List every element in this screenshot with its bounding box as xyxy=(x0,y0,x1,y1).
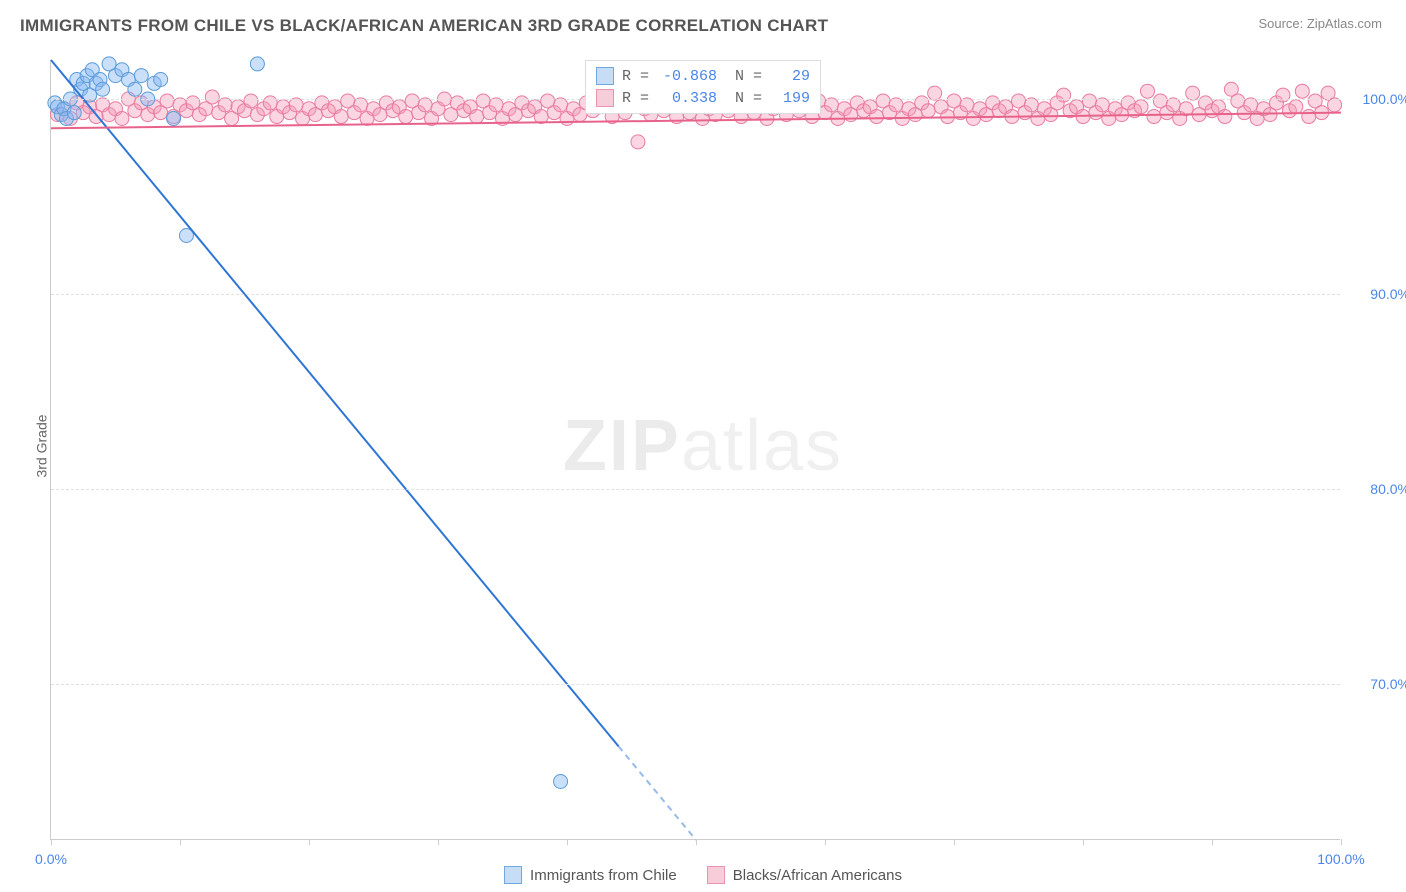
legend-swatch-1b xyxy=(707,866,725,884)
source-prefix: Source: xyxy=(1258,16,1306,31)
y-tick-label: 90.0% xyxy=(1350,286,1406,302)
r-value-1: 0.338 xyxy=(657,90,717,107)
r-label: R = xyxy=(622,90,649,107)
y-tick-label: 80.0% xyxy=(1350,481,1406,497)
legend-swatch-0b xyxy=(504,866,522,884)
legend-label-0: Immigrants from Chile xyxy=(530,867,677,884)
legend-label-1: Blacks/African Americans xyxy=(733,867,902,884)
y-tick-label: 70.0% xyxy=(1350,676,1406,692)
legend-item-0[interactable]: Immigrants from Chile xyxy=(504,866,677,884)
legend-stats-row-1: R = 0.338 N = 199 xyxy=(596,87,810,109)
x-tick-label: 100.0% xyxy=(1317,851,1364,867)
n-value-0: 29 xyxy=(770,68,810,85)
n-value-1: 199 xyxy=(770,90,810,107)
source-attribution: Source: ZipAtlas.com xyxy=(1258,16,1382,31)
chart-title: IMMIGRANTS FROM CHILE VS BLACK/AFRICAN A… xyxy=(20,16,828,36)
legend-swatch-0 xyxy=(596,67,614,85)
legend-swatch-1 xyxy=(596,89,614,107)
x-tick-label: 0.0% xyxy=(35,851,67,867)
source-link[interactable]: ZipAtlas.com xyxy=(1307,16,1382,31)
y-tick-label: 100.0% xyxy=(1350,91,1406,107)
y-axis-label: 3rd Grade xyxy=(34,414,50,477)
legend-stats-row-0: R = -0.868 N = 29 xyxy=(596,65,810,87)
legend-item-1[interactable]: Blacks/African Americans xyxy=(707,866,902,884)
r-value-0: -0.868 xyxy=(657,68,717,85)
chart-svg xyxy=(51,60,1340,839)
n-label: N = xyxy=(735,68,762,85)
legend-series: Immigrants from Chile Blacks/African Ame… xyxy=(504,866,902,884)
legend-stats: R = -0.868 N = 29 R = 0.338 N = 199 xyxy=(585,60,821,114)
r-label: R = xyxy=(622,68,649,85)
n-label: N = xyxy=(735,90,762,107)
plot-area: 70.0%80.0%90.0%100.0%0.0%100.0% xyxy=(50,60,1340,840)
